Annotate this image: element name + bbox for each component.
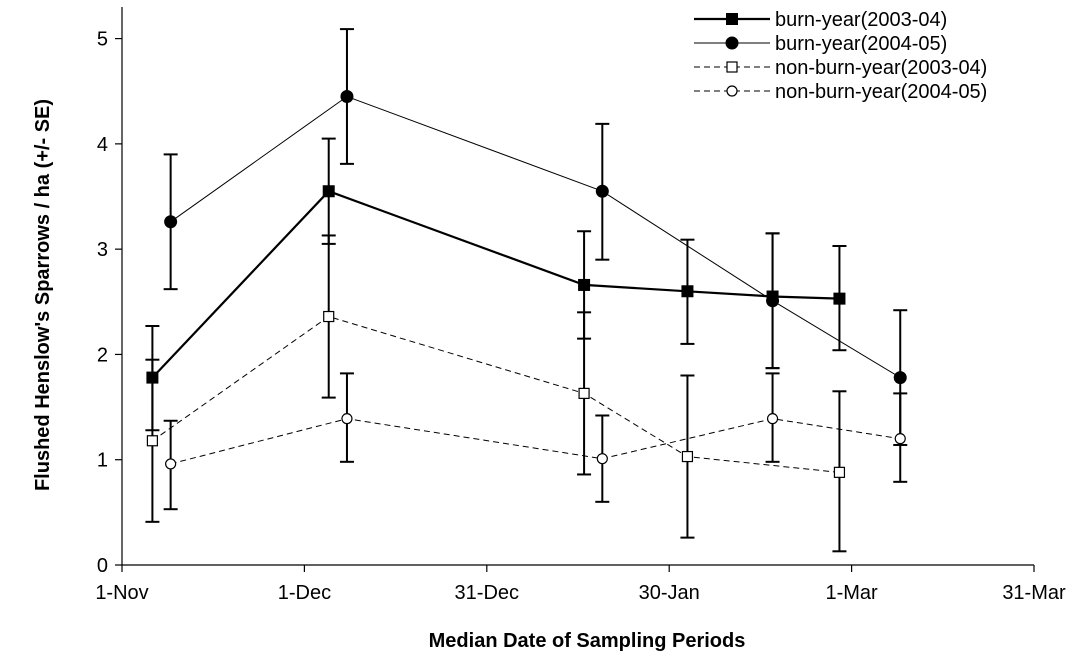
data-point (578, 278, 591, 291)
x-tick-label: 1-Dec (278, 582, 331, 604)
y-tick-label: 0 (97, 555, 108, 577)
legend-marker (725, 36, 739, 50)
series-line (151, 189, 840, 379)
data-point (595, 184, 609, 198)
legend-marker (726, 61, 738, 73)
x-tick-label: 31-Mar (1002, 582, 1066, 604)
y-axis-title: Flushed Henslow's Sparrows / ha (+/- SE) (32, 99, 54, 491)
data-point (323, 310, 335, 323)
data-point (681, 285, 694, 298)
y-tick-label: 4 (97, 134, 108, 156)
legend-marker (726, 85, 738, 97)
data-point (766, 413, 779, 425)
data-point (766, 294, 780, 308)
data-point (322, 185, 335, 198)
series-3 (145, 234, 847, 553)
y-tick-label: 5 (97, 29, 108, 51)
y-tick-label: 2 (97, 344, 108, 366)
x-tick-label: 31-Dec (455, 582, 519, 604)
series-layer (145, 28, 908, 553)
legend-label: non-burn-year(2003-04) (775, 57, 987, 79)
data-point (164, 215, 178, 229)
data-point (165, 458, 177, 470)
data-point (341, 413, 353, 425)
x-tick-label: 30-Jan (639, 582, 700, 604)
legend-item: non-burn-year(2004-05) (694, 81, 987, 103)
data-point (833, 466, 846, 478)
data-point (146, 435, 158, 447)
data-point (340, 89, 354, 103)
y-tick-label: 1 (97, 450, 108, 472)
data-point (893, 371, 907, 385)
legend-label: burn-year(2003-04) (775, 9, 947, 31)
legend-marker (726, 13, 738, 25)
legend-label: non-burn-year(2004-05) (775, 81, 987, 103)
y-tick-label: 3 (97, 239, 108, 261)
series-1 (145, 137, 847, 432)
legend-item: burn-year(2003-04) (694, 9, 947, 31)
x-axis-title: Median Date of Sampling Periods (429, 630, 746, 652)
data-point (681, 450, 694, 463)
axes: 1-Nov 1-Dec 31-Dec 30-Jan 1-Mar 31-Mar 0 1 2 3 4 5 (95, 7, 1066, 604)
legend-item: non-burn-year(2003-04) (694, 57, 987, 79)
legend-label: burn-year(2004-05) (775, 33, 947, 55)
legend-item: burn-year(2004-05) (694, 33, 947, 55)
legend: burn-year(2003-04)burn-year(2004-05)non-… (694, 9, 987, 103)
x-tick-label: 1-Mar (825, 582, 878, 604)
series-4 (163, 372, 908, 511)
x-tick-label: 1-Nov (95, 582, 148, 604)
data-point (596, 453, 608, 465)
series-line (152, 315, 840, 473)
series-line (170, 95, 901, 379)
data-point (833, 292, 846, 305)
data-point (894, 433, 906, 445)
series-line (170, 418, 901, 465)
data-point (578, 387, 590, 399)
